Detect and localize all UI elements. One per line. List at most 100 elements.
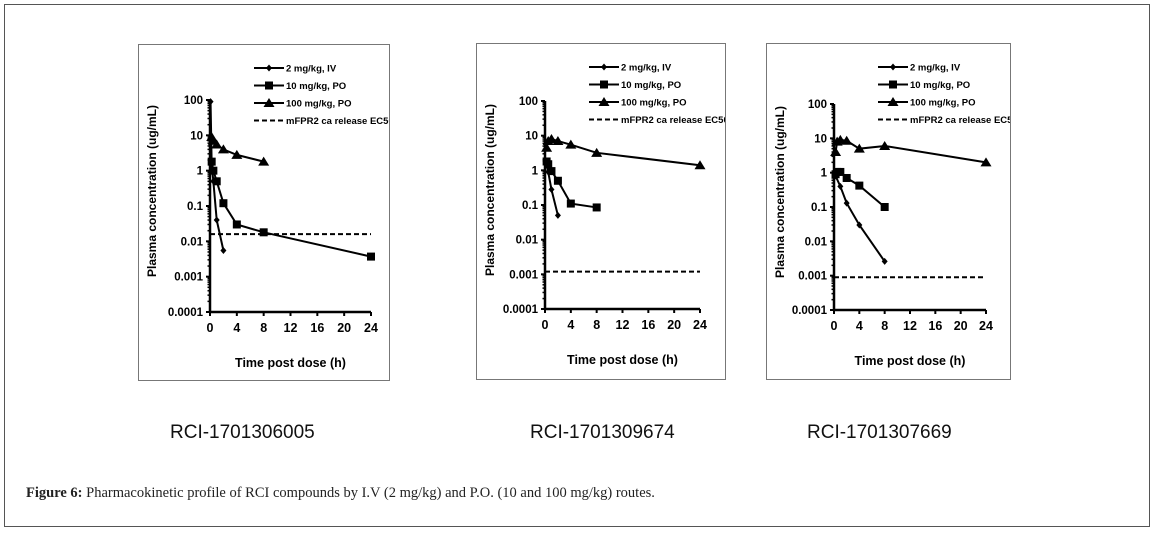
data-point	[211, 139, 223, 149]
legend-entry: 10 mg/kg, PO	[878, 80, 970, 91]
y-tick-label: 0.0001	[792, 305, 828, 317]
legend-marker	[601, 63, 607, 71]
legend-label: 100 mg/kg, PO	[621, 98, 686, 109]
data-point	[592, 203, 601, 212]
series-triangle	[830, 134, 992, 167]
x-tick-label: 4	[856, 319, 863, 333]
series-line	[210, 161, 372, 258]
x-tick-label: 8	[881, 319, 888, 333]
legend-entry: 100 mg/kg, PO	[254, 98, 351, 110]
data-point	[232, 220, 241, 229]
y-tick-label: 0.01	[516, 235, 539, 247]
data-point	[258, 156, 270, 166]
data-point	[553, 176, 562, 185]
x-tick-label: 16	[310, 321, 324, 335]
legend-label: 100 mg/kg, PO	[286, 99, 351, 110]
x-tick-label: 24	[364, 321, 378, 335]
legend-entry: 2 mg/kg, IV	[254, 64, 337, 75]
data-point	[694, 160, 706, 170]
y-tick-label: 0.001	[798, 271, 827, 283]
y-tick-label: 0.0001	[168, 307, 204, 319]
compound-label-3: RCI-1701307669	[807, 422, 952, 443]
legend-label: mFPR2 ca release EC50	[910, 115, 1010, 126]
y-axis-label: Plasma concentration (ug/mL)	[145, 105, 159, 277]
x-tick-label: 12	[616, 318, 630, 332]
data-point	[212, 177, 221, 186]
y-tick-label: 0.1	[522, 200, 539, 212]
data-point	[213, 216, 220, 224]
x-tick-label: 4	[567, 318, 574, 332]
data-point	[842, 173, 851, 182]
legend-marker	[889, 80, 897, 89]
x-axis-label: Time post dose (h)	[567, 353, 678, 367]
caption-label: Figure 6:	[26, 485, 83, 501]
legend-entry: 2 mg/kg, IV	[589, 63, 672, 74]
series-square	[831, 167, 889, 211]
data-point	[209, 166, 218, 175]
legend-entry: mFPR2 ca release EC50	[589, 115, 725, 126]
data-point	[544, 160, 553, 169]
y-tick-label: 0.01	[181, 236, 204, 248]
y-tick-label: 1	[821, 168, 828, 180]
series-line	[209, 101, 225, 251]
legend-marker	[887, 97, 899, 106]
legend-label: 10 mg/kg, PO	[286, 81, 346, 92]
y-tick-label: 10	[190, 130, 203, 142]
compound-label-2: RCI-1701309674	[530, 422, 675, 443]
figure-caption: Figure 6: Pharmacokinetic profile of RCI…	[26, 485, 655, 502]
x-tick-label: 16	[928, 319, 942, 333]
caption-text: Pharmacokinetic profile of RCI compounds…	[82, 485, 655, 501]
y-tick-label: 0.0001	[503, 304, 539, 316]
data-point	[554, 211, 561, 219]
x-tick-label: 0	[542, 318, 549, 332]
x-tick-label: 4	[233, 321, 240, 335]
y-tick-label: 100	[184, 95, 203, 107]
chart-1: 0.0001 0.001 0.01 0.1 1 10 100 0 4 8 12 16 20 24 Time …	[138, 44, 390, 381]
data-point	[856, 221, 863, 229]
data-point	[545, 134, 557, 144]
y-tick-label: 100	[519, 96, 538, 108]
legend-label: 10 mg/kg, PO	[910, 80, 970, 91]
figure-frame	[4, 4, 1150, 527]
series-square	[207, 157, 375, 261]
data-point	[836, 167, 845, 176]
data-point	[881, 257, 888, 265]
series-triangle	[541, 134, 706, 170]
data-point	[853, 143, 865, 153]
y-tick-label: 1	[197, 166, 204, 178]
data-point	[837, 182, 844, 190]
data-point	[841, 135, 853, 145]
data-point	[231, 149, 243, 159]
series-square	[542, 157, 601, 212]
data-point	[980, 157, 992, 167]
x-tick-label: 12	[284, 321, 298, 335]
compound-label-1: RCI-1701306005	[170, 422, 315, 443]
series-triangle	[206, 131, 270, 166]
data-point	[219, 199, 228, 208]
y-tick-label: 0.001	[509, 269, 538, 281]
x-axis-label: Time post dose (h)	[855, 354, 966, 368]
legend-marker	[598, 97, 610, 106]
legend-entry: 10 mg/kg, PO	[589, 80, 681, 91]
y-tick-label: 100	[808, 99, 827, 111]
y-tick-label: 0.01	[805, 236, 828, 248]
x-tick-label: 8	[260, 321, 267, 335]
y-tick-label: 0.1	[811, 202, 828, 214]
y-axis-label: Plasma concentration (ug/mL)	[483, 104, 497, 276]
legend-entry: 10 mg/kg, PO	[254, 81, 346, 92]
legend-entry: 100 mg/kg, PO	[589, 97, 686, 109]
y-axis-label: Plasma concentration (ug/mL)	[773, 106, 787, 278]
chart-svg: 0.0001 0.001 0.01 0.1 1 10 100 0 4 8 12 16 20 24 Time …	[145, 64, 389, 371]
legend-label: 2 mg/kg, IV	[910, 63, 961, 74]
x-tick-label: 24	[693, 318, 707, 332]
data-point	[367, 252, 375, 261]
legend-marker	[266, 64, 272, 72]
legend-marker	[265, 81, 273, 90]
x-tick-label: 20	[337, 321, 351, 335]
legend-entry: mFPR2 ca release EC50	[878, 115, 1010, 126]
legend-label: 100 mg/kg, PO	[910, 98, 975, 109]
x-tick-label: 12	[903, 319, 917, 333]
y-tick-label: 0.1	[187, 201, 204, 213]
data-point	[566, 199, 575, 208]
y-tick-label: 10	[525, 131, 538, 143]
